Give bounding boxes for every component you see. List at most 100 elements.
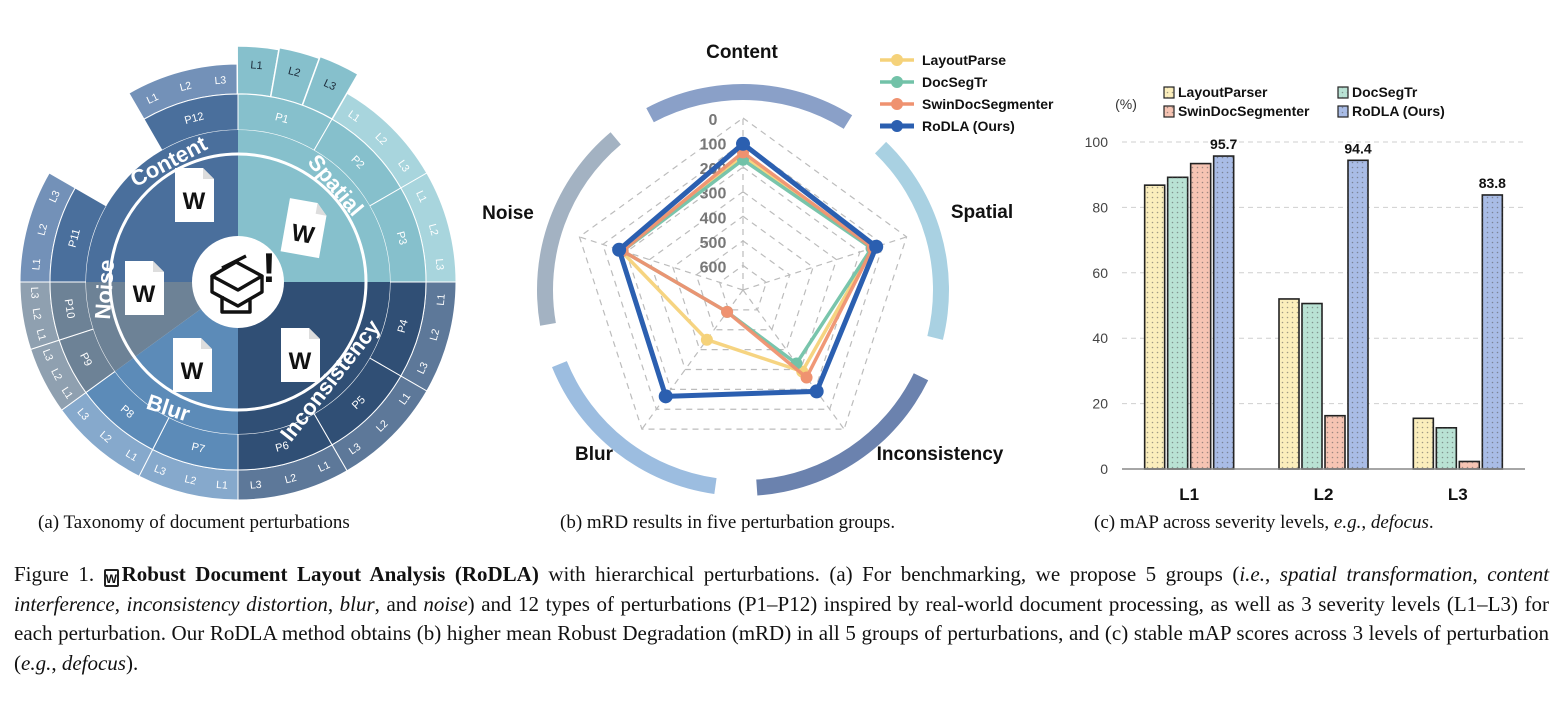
radar-series-line	[620, 158, 874, 366]
radar-axis-label: Inconsistency	[877, 444, 1004, 465]
radar-point	[736, 136, 750, 151]
caption-a: (a) Taxonomy of document perturbations	[38, 512, 350, 533]
level-label: L2	[30, 307, 44, 321]
level-label: L2	[428, 327, 443, 342]
bar-value-label: 95.7	[1210, 136, 1237, 152]
perturbation-label: P6	[274, 440, 290, 455]
level-label: L1	[250, 59, 263, 72]
doc-w-icon: W	[103, 569, 119, 587]
radar-point	[721, 305, 734, 318]
radar-tick-label: 400	[700, 210, 727, 227]
bar-legend-texture	[1164, 87, 1174, 98]
level-label: L1	[145, 91, 161, 107]
bar-texture	[1459, 461, 1480, 469]
radar-spoke	[742, 289, 845, 430]
bar-texture	[1413, 418, 1434, 469]
bar-marks: 95.7 94.4 83.8	[1143, 136, 1506, 470]
bar-y-label: (%)	[1115, 96, 1137, 112]
level-label: L2	[426, 223, 441, 238]
bar-chart: 95.7 94.4 83.8 0 20 40 60 80 100 (%) L1 L2 L3 Layou…	[1085, 84, 1525, 504]
bar-y-tick-label: 60	[1092, 265, 1108, 281]
radar-axis-label: Noise	[482, 203, 534, 224]
bar-texture	[1144, 185, 1165, 469]
level-label: L1	[216, 479, 229, 492]
caption-b: (b) mRD results in five perturbation gro…	[560, 512, 896, 533]
radar-grid-ring	[648, 190, 838, 371]
document-letter: W	[183, 188, 206, 215]
radar-legend-label: LayoutParse	[922, 52, 1006, 68]
radar-legend-marker	[891, 54, 903, 66]
perturbation-label: P11	[67, 228, 83, 249]
radar-series	[612, 136, 884, 404]
radar-legend-label: RoDLA (Ours)	[922, 118, 1015, 134]
document-w-icon: W	[125, 261, 164, 315]
figure-caption: Figure 1. W Robust Document Layout Analys…	[14, 562, 1550, 675]
bar-legend: LayoutParser DocSegTr SwinDocSegmenter RoDL…	[1163, 84, 1445, 119]
level-label: L3	[28, 287, 41, 299]
bar-texture	[1436, 427, 1457, 469]
level-label: L3	[415, 360, 431, 376]
level-label: L1	[59, 385, 76, 401]
bar-texture	[1213, 156, 1234, 469]
center-exclamation: !	[262, 244, 276, 291]
perturbation-label: P7	[190, 441, 206, 456]
document-letter: W	[289, 219, 316, 250]
radar-tick-label: 0	[709, 112, 718, 129]
level-label: L3	[433, 258, 446, 271]
radar-grid-ring	[695, 240, 791, 331]
document-icons: W W W W W	[125, 168, 327, 392]
radar-axis-label: Content	[706, 42, 778, 63]
document-w-icon: W	[173, 338, 212, 392]
bar-category-label: L2	[1314, 485, 1334, 504]
bar-legend-texture	[1338, 106, 1348, 117]
bar-texture	[1167, 177, 1188, 470]
bar-value-label: 94.4	[1344, 140, 1371, 156]
bar-legend-label: LayoutParser	[1178, 84, 1268, 100]
level-label: L1	[30, 258, 43, 271]
bar-gridlines	[1122, 141, 1525, 405]
perturbation-label: P10	[62, 298, 77, 319]
bar-category-label: L3	[1448, 485, 1468, 504]
level-label: L2	[36, 222, 51, 237]
radar-series-line	[618, 154, 875, 374]
level-label: L3	[40, 348, 55, 363]
perturbation-label: P12	[183, 110, 205, 127]
perturbation-label: P3	[394, 230, 409, 246]
bar-legend-label: SwinDocSegmenter	[1178, 103, 1310, 119]
radar-ring-segment	[552, 361, 717, 494]
radar-tick-label: 300	[700, 186, 727, 203]
bar-y-tick-label: 40	[1092, 330, 1108, 346]
level-label: L3	[249, 479, 262, 492]
bar-texture	[1279, 298, 1299, 469]
radar-grid-ring	[578, 117, 908, 430]
bar-legend-label: DocSegTr	[1352, 84, 1418, 100]
bar-axes: 0 20 40 60 80 100 (%) L1 L2 L3	[1085, 96, 1525, 504]
group-divider-circle	[108, 152, 368, 412]
level-label: L2	[287, 65, 302, 80]
bar-legend-texture	[1164, 106, 1174, 117]
radar-legend-label: DocSegTr	[922, 74, 988, 90]
level-label: L1	[435, 293, 448, 306]
radar-point	[809, 384, 824, 399]
radar-axis-label: Spatial	[951, 202, 1013, 223]
level-label: L1	[316, 459, 332, 475]
radar-point	[658, 389, 673, 404]
level-label: L1	[34, 328, 49, 343]
bar-texture	[1348, 160, 1368, 469]
radar-outer-ring	[537, 83, 949, 496]
perturbation-label: P4	[396, 318, 411, 334]
level-label: L3	[322, 77, 338, 93]
radar-series-line	[616, 141, 879, 399]
radar-ring-segment	[537, 132, 621, 326]
bar-texture	[1190, 163, 1211, 469]
radar-legend-marker	[891, 98, 903, 110]
radar-grid-ring	[602, 141, 884, 410]
bar-texture	[1325, 415, 1345, 469]
radar-tick-label: 600	[700, 259, 727, 276]
level-label: L2	[48, 367, 64, 383]
severity-ring	[19, 45, 457, 501]
level-label: L3	[214, 74, 227, 87]
bar-category-label: L1	[1179, 485, 1199, 504]
